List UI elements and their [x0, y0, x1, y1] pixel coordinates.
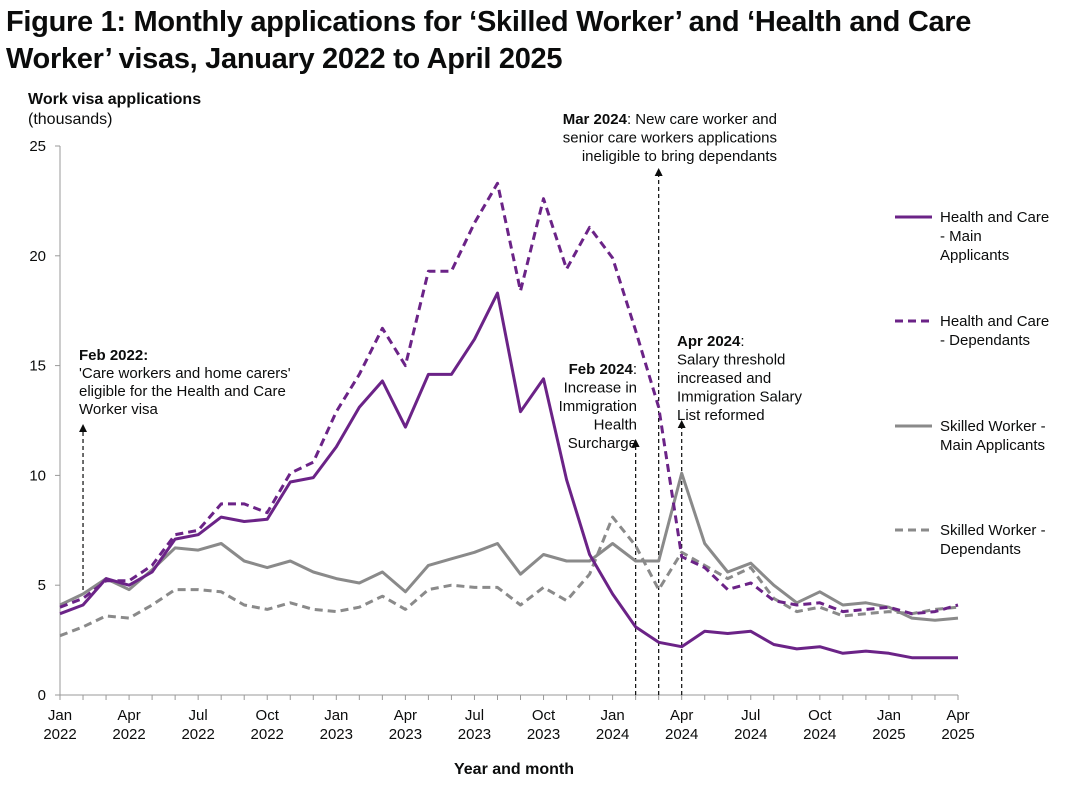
x-tick-label-year: 2022 — [251, 726, 284, 743]
legend-label: Skilled Worker - — [940, 522, 1046, 539]
x-tick-label-year: 2024 — [803, 726, 836, 743]
annotation-detail: Immigration — [559, 398, 637, 415]
series-line-skilled-worker-main-applicants — [59, 471, 959, 622]
annotation-detail: 'Care workers and home carers' — [79, 365, 291, 382]
annotation-detail: : — [740, 333, 744, 350]
annotation-text: eligible for the Health and Care — [79, 383, 286, 400]
x-tick-label-month: Apr — [394, 707, 417, 724]
x-tick-label-year: 2025 — [872, 726, 905, 743]
x-tick-label-year: 2023 — [458, 726, 491, 743]
annotation-detail: Health — [594, 417, 637, 434]
annotation-text: Apr 2024: — [677, 333, 745, 350]
annotation-text: Mar 2024: New care worker and — [563, 111, 777, 128]
x-tick-label-month: Jul — [189, 707, 208, 724]
y-axis-ticks: 0 5 10 15 20 25 — [29, 138, 60, 704]
x-tick-label-year: 2025 — [941, 726, 974, 743]
legend-label: Health and Care — [940, 313, 1049, 330]
annotation-text: Immigration — [559, 398, 637, 415]
annotation-detail: List reformed — [677, 407, 765, 424]
series-line-health-and-care-main-applicants — [59, 291, 958, 660]
annotation-text: ineligible to bring dependants — [582, 148, 777, 165]
y-tick-label: 15 — [29, 358, 46, 375]
annotation-text: 'Care workers and home carers' — [79, 365, 291, 382]
x-axis-label: Year and month — [454, 761, 574, 778]
page-title: Figure 1: Monthly applications for ‘Skil… — [6, 6, 972, 75]
annotation-detail: Increase in — [564, 380, 637, 397]
annotation-text: Feb 2024: — [569, 361, 637, 378]
x-tick-label-month: Apr — [670, 707, 693, 724]
legend-label: - Dependants — [940, 332, 1030, 349]
x-axis-ticks: Jan 2022 Apr 2022 Jul 2022 Oct 2022 Jan 2023 Apr 20… — [43, 695, 975, 743]
x-tick-label-year: 2023 — [389, 726, 422, 743]
x-tick-label-month: Oct — [808, 707, 832, 724]
x-tick-label-month: Jan — [601, 707, 625, 724]
x-tick-label-year: 2024 — [665, 726, 698, 743]
annotation-detail: : — [633, 361, 637, 378]
legend-label: - Main — [940, 228, 982, 245]
series-line-skilled-worker-dependants — [59, 515, 959, 638]
series-line-health-and-care-dependants — [59, 181, 959, 616]
x-tick-label-month: Jul — [465, 707, 484, 724]
annotation-date: Feb 2024 — [569, 361, 634, 378]
x-tick-label-year: 2023 — [527, 726, 560, 743]
legend-label: Dependants — [940, 541, 1021, 558]
annotation-text: Immigration Salary — [677, 389, 803, 406]
annotation-detail: ineligible to bring dependants — [582, 148, 777, 165]
x-tick-label-year: 2023 — [320, 726, 353, 743]
annotation-text: Feb 2022: — [79, 347, 148, 364]
legend-label: Health and Care — [940, 209, 1049, 226]
legend-label: Skilled Worker - — [940, 418, 1046, 435]
annotation-text: Salary threshold — [677, 352, 785, 369]
annotation-detail: eligible for the Health and Care — [79, 383, 286, 400]
x-tick-label-month: Jan — [48, 707, 72, 724]
annotations: Feb 2022:'Care workers and home carers'e… — [79, 111, 803, 695]
x-tick-label-month: Apr — [946, 707, 969, 724]
x-tick-label-year: 2022 — [112, 726, 145, 743]
x-tick-label-month: Oct — [532, 707, 556, 724]
x-tick-label-month: Jan — [324, 707, 348, 724]
annotation-detail: : New care worker and — [627, 111, 777, 128]
x-tick-label-month: Jan — [877, 707, 901, 724]
x-tick-label-month: Apr — [117, 707, 140, 724]
y-tick-label: 0 — [38, 687, 46, 704]
annotation-text: senior care workers applications — [563, 130, 777, 147]
annotation-text: List reformed — [677, 407, 765, 424]
x-tick-label-year: 2024 — [734, 726, 767, 743]
annotation-date: Apr 2024 — [677, 333, 741, 350]
annotation-text: Health — [594, 417, 637, 434]
annotation-detail: Surcharge — [568, 435, 637, 452]
x-tick-label-year: 2022 — [43, 726, 76, 743]
annotation-detail: senior care workers applications — [563, 130, 777, 147]
x-tick-label-month: Jul — [741, 707, 760, 724]
annotation-detail: Immigration Salary — [677, 389, 803, 406]
axes — [59, 146, 958, 696]
y-tick-label: 5 — [38, 577, 46, 594]
annotation-detail: increased and — [677, 370, 771, 387]
annotation-text: Surcharge — [568, 435, 637, 452]
legend-label: Main Applicants — [940, 437, 1045, 454]
x-tick-label-year: 2022 — [181, 726, 214, 743]
series-lines — [59, 181, 959, 660]
annotation-detail: Salary threshold — [677, 352, 785, 369]
annotation-detail: Worker visa — [79, 401, 159, 418]
y-tick-label: 10 — [29, 467, 46, 484]
annotation-date: Feb 2022: — [79, 347, 148, 364]
y-tick-label: 25 — [29, 138, 46, 155]
annotation-text: Increase in — [564, 380, 637, 397]
legend: Health and Care - Main Applicants Health an… — [895, 209, 1049, 558]
annotation-date: Mar 2024 — [563, 111, 628, 128]
y-axis-label: Work visa applications — [28, 91, 201, 108]
x-tick-label-year: 2024 — [596, 726, 629, 743]
x-tick-label-month: Oct — [256, 707, 280, 724]
y-tick-label: 20 — [29, 248, 46, 265]
y-axis-unit: (thousands) — [28, 111, 113, 128]
annotation-text: increased and — [677, 370, 771, 387]
legend-label: Applicants — [940, 247, 1009, 264]
annotation-text: Worker visa — [79, 401, 159, 418]
